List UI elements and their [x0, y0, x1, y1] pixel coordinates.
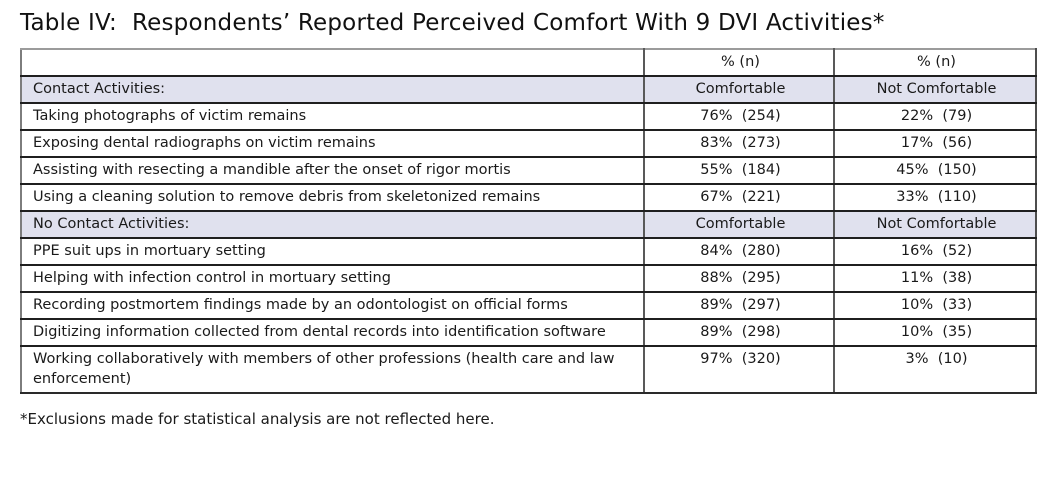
- activity-cell: Digitizing information collected from de…: [20, 318, 645, 347]
- activity-cell: Working collaboratively with members of …: [20, 345, 645, 394]
- comfort-table: % (n) % (n) Contact Activities: Comforta…: [20, 48, 1037, 394]
- comfortable-cell: 67% (221): [643, 183, 835, 212]
- not-comfortable-cell: 11% (38): [833, 264, 1037, 293]
- activity-cell: Helping with infection control in mortua…: [20, 264, 645, 293]
- section-label: No Contact Activities:: [20, 210, 645, 239]
- header-percent-n-not-comfortable: % (n): [833, 48, 1037, 77]
- activity-cell: Taking photographs of victim remains: [20, 102, 645, 131]
- table-row: Helping with infection control in mortua…: [20, 264, 1037, 293]
- activity-cell: Exposing dental radiographs on victim re…: [20, 129, 645, 158]
- comfortable-cell: 55% (184): [643, 156, 835, 185]
- activity-cell: PPE suit ups in mortuary setting: [20, 237, 645, 266]
- table-row: Digitizing information collected from de…: [20, 318, 1037, 347]
- table-row: Using a cleaning solution to remove debr…: [20, 183, 1037, 212]
- section-comfortable-header: Comfortable: [643, 75, 835, 104]
- footnote: *Exclusions made for statistical analysi…: [20, 410, 495, 428]
- not-comfortable-cell: 16% (52): [833, 237, 1037, 266]
- header-percent-n-comfortable: % (n): [643, 48, 835, 77]
- section-label: Contact Activities:: [20, 75, 645, 104]
- comfortable-cell: 83% (273): [643, 129, 835, 158]
- table-row: Assisting with resecting a mandible afte…: [20, 156, 1037, 185]
- comfortable-cell: 84% (280): [643, 237, 835, 266]
- not-comfortable-cell: 33% (110): [833, 183, 1037, 212]
- not-comfortable-cell: 17% (56): [833, 129, 1037, 158]
- table-row: PPE suit ups in mortuary setting 84% (28…: [20, 237, 1037, 266]
- not-comfortable-cell: 22% (79): [833, 102, 1037, 131]
- not-comfortable-cell: 10% (35): [833, 318, 1037, 347]
- not-comfortable-cell: 3% (10): [833, 345, 1037, 394]
- activity-cell: Recording postmortem findings made by an…: [20, 291, 645, 320]
- section-not-comfortable-header: Not Comfortable: [833, 75, 1037, 104]
- comfortable-cell: 88% (295): [643, 264, 835, 293]
- section-row-contact-activities: Contact Activities: Comfortable Not Comf…: [20, 75, 1037, 104]
- table-row: Exposing dental radiographs on victim re…: [20, 129, 1037, 158]
- section-row-no-contact-activities: No Contact Activities: Comfortable Not C…: [20, 210, 1037, 239]
- comfortable-cell: 76% (254): [643, 102, 835, 131]
- page: Table IV: Respondents’ Reported Perceive…: [20, 10, 1037, 428]
- activity-cell: Using a cleaning solution to remove debr…: [20, 183, 645, 212]
- header-empty-cell: [20, 48, 645, 77]
- table-header-row: % (n) % (n): [20, 48, 1037, 77]
- table-row: Taking photographs of victim remains 76%…: [20, 102, 1037, 131]
- comfortable-cell: 97% (320): [643, 345, 835, 394]
- page-title: Table IV: Respondents’ Reported Perceive…: [20, 10, 885, 36]
- not-comfortable-cell: 45% (150): [833, 156, 1037, 185]
- section-not-comfortable-header: Not Comfortable: [833, 210, 1037, 239]
- not-comfortable-cell: 10% (33): [833, 291, 1037, 320]
- table-row: Working collaboratively with members of …: [20, 345, 1037, 394]
- comfortable-cell: 89% (297): [643, 291, 835, 320]
- table-row: Recording postmortem findings made by an…: [20, 291, 1037, 320]
- comfortable-cell: 89% (298): [643, 318, 835, 347]
- activity-cell: Assisting with resecting a mandible afte…: [20, 156, 645, 185]
- section-comfortable-header: Comfortable: [643, 210, 835, 239]
